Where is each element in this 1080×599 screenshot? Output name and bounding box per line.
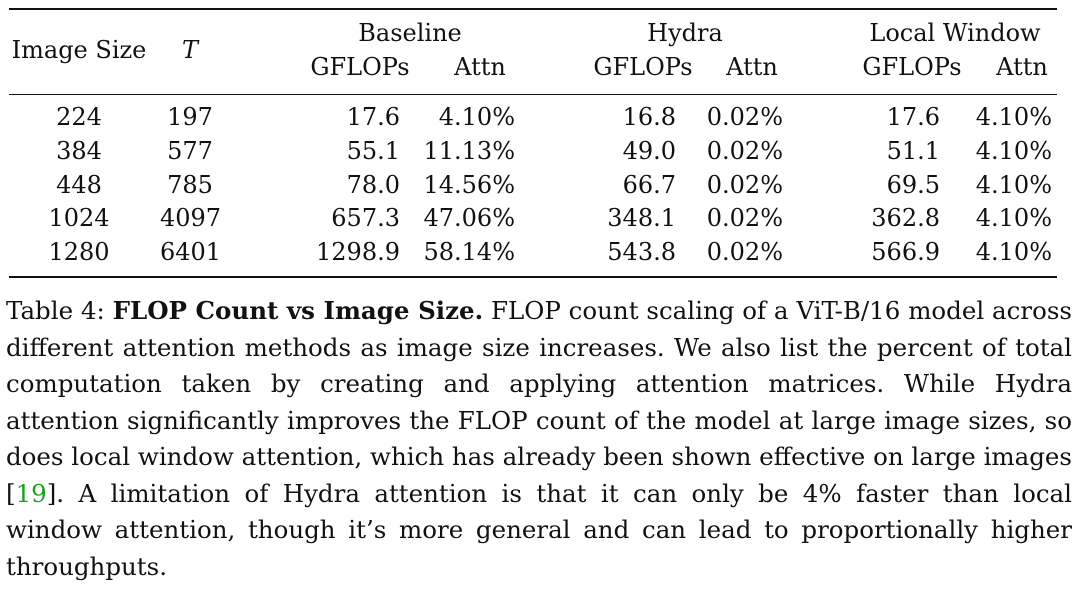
citation-link[interactable]: 19 bbox=[15, 478, 47, 508]
caption-text-continued: ]. A limitation of Hydra attention is th… bbox=[6, 478, 1072, 581]
cell-baseline-gflops: 55.1 bbox=[346, 137, 400, 165]
cell-t: 577 bbox=[167, 137, 213, 165]
cell-t: 785 bbox=[167, 171, 213, 199]
cell-hydra-gflops: 348.1 bbox=[607, 204, 676, 232]
cell-baseline-gflops: 657.3 bbox=[331, 204, 400, 232]
cell-t: 4097 bbox=[160, 204, 222, 232]
cell-local-attn: 4.10% bbox=[975, 137, 1052, 165]
cell-t: 197 bbox=[167, 103, 213, 131]
table-top-rule bbox=[9, 8, 1057, 10]
header-baseline-gflops: GFLOPs bbox=[310, 53, 410, 81]
cell-hydra-gflops: 49.0 bbox=[622, 137, 676, 165]
header-local-gflops: GFLOPs bbox=[862, 53, 962, 81]
cell-image-size: 1024 bbox=[48, 204, 110, 232]
cell-image-size: 448 bbox=[56, 171, 102, 199]
cell-local-attn: 4.10% bbox=[975, 171, 1052, 199]
cell-local-attn: 4.10% bbox=[975, 238, 1052, 266]
cell-hydra-attn: 0.02% bbox=[706, 137, 783, 165]
header-image-size: Image Size bbox=[11, 36, 147, 64]
cell-baseline-gflops: 1298.9 bbox=[316, 238, 400, 266]
cell-local-gflops: 51.1 bbox=[886, 137, 940, 165]
cell-local-attn: 4.10% bbox=[975, 103, 1052, 131]
cell-hydra-gflops: 16.8 bbox=[622, 103, 676, 131]
caption-title: FLOP Count vs Image Size. bbox=[112, 296, 484, 325]
header-group-baseline: Baseline bbox=[358, 19, 462, 47]
cell-local-gflops: 17.6 bbox=[886, 103, 940, 131]
cell-hydra-attn: 0.02% bbox=[706, 171, 783, 199]
caption-label: Table 4: bbox=[6, 296, 105, 325]
header-hydra-attn: Attn bbox=[726, 53, 778, 81]
header-hydra-gflops: GFLOPs bbox=[593, 53, 693, 81]
header-t: T bbox=[181, 36, 198, 64]
cell-baseline-gflops: 78.0 bbox=[346, 171, 400, 199]
cell-local-gflops: 69.5 bbox=[886, 171, 940, 199]
cell-hydra-attn: 0.02% bbox=[706, 204, 783, 232]
cell-image-size: 384 bbox=[56, 137, 102, 165]
cell-t: 6401 bbox=[160, 238, 222, 266]
cell-image-size: 224 bbox=[56, 103, 102, 131]
cell-baseline-attn: 11.13% bbox=[423, 137, 515, 165]
cell-baseline-gflops: 17.6 bbox=[346, 103, 400, 131]
table-header-rule bbox=[9, 94, 1057, 95]
cell-hydra-gflops: 66.7 bbox=[622, 171, 676, 199]
header-local-attn: Attn bbox=[996, 53, 1048, 81]
table-bottom-rule bbox=[9, 276, 1057, 278]
cell-hydra-gflops: 543.8 bbox=[607, 238, 676, 266]
caption-text: FLOP count scaling of a ViT-B/16 model a… bbox=[6, 296, 1072, 508]
cell-hydra-attn: 0.02% bbox=[706, 238, 783, 266]
cell-local-gflops: 566.9 bbox=[871, 238, 940, 266]
header-baseline-attn: Attn bbox=[454, 53, 506, 81]
cell-baseline-attn: 4.10% bbox=[438, 103, 515, 131]
cell-local-attn: 4.10% bbox=[975, 204, 1052, 232]
cell-baseline-attn: 14.56% bbox=[423, 171, 515, 199]
cell-hydra-attn: 0.02% bbox=[706, 103, 783, 131]
header-group-local-window: Local Window bbox=[869, 19, 1041, 47]
cell-baseline-attn: 58.14% bbox=[423, 238, 515, 266]
cell-image-size: 1280 bbox=[48, 238, 110, 266]
table-caption: Table 4: FLOP Count vs Image Size. FLOP … bbox=[6, 293, 1072, 585]
cell-baseline-attn: 47.06% bbox=[423, 204, 515, 232]
header-group-hydra: Hydra bbox=[647, 19, 723, 47]
cell-local-gflops: 362.8 bbox=[871, 204, 940, 232]
